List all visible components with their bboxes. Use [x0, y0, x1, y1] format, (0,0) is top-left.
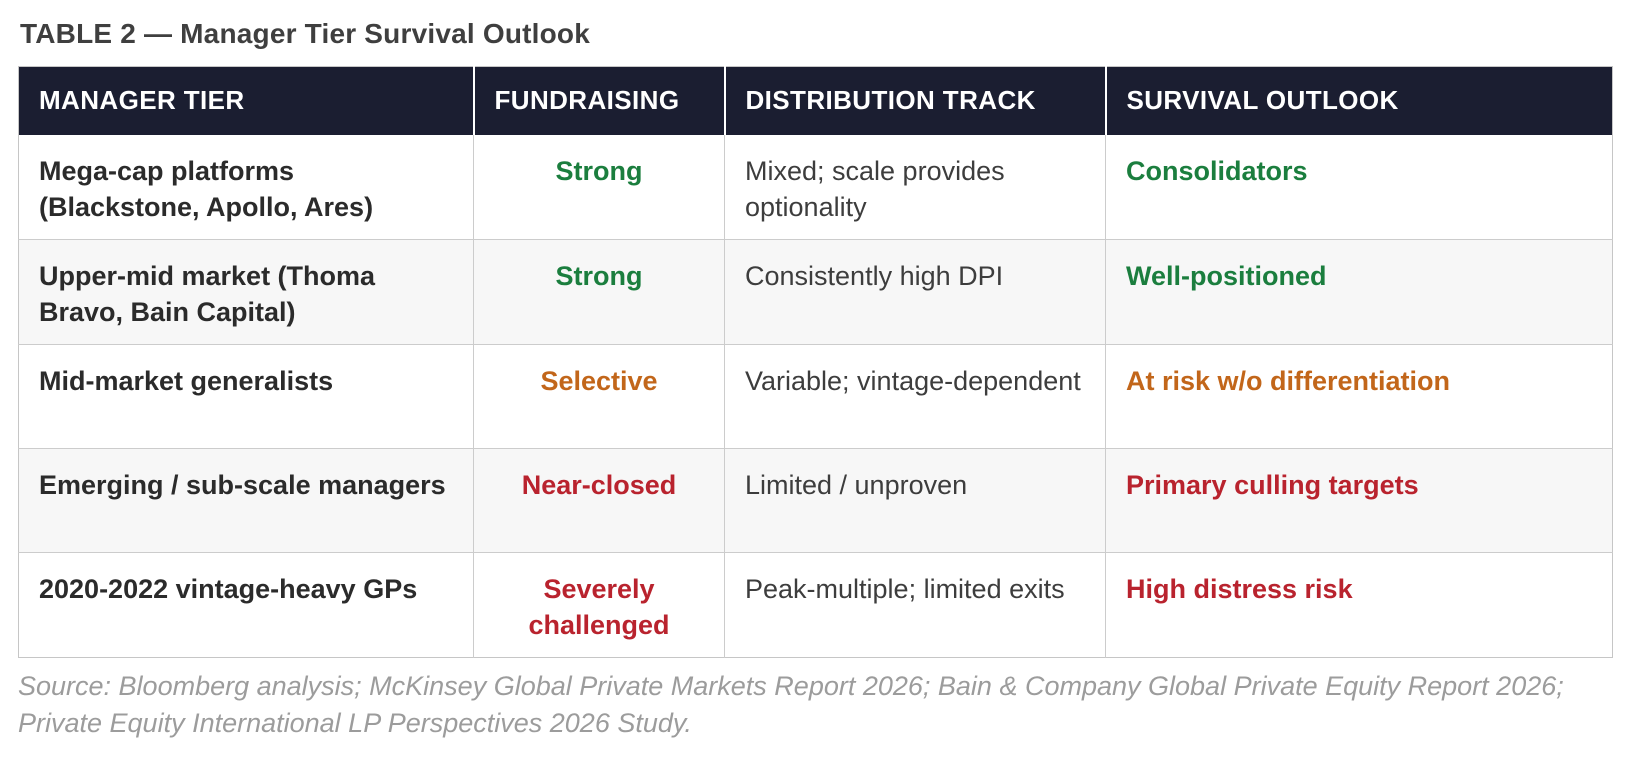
column-header-survival-outlook: SURVIVAL OUTLOOK [1104, 66, 1613, 135]
table-row: Upper-mid market (Thoma Bravo, Bain Capi… [18, 238, 1613, 344]
source-note: Source: Bloomberg analysis; McKinsey Glo… [18, 670, 1564, 738]
fundraising-cell: Severely challenged [473, 551, 725, 657]
tier-cell: 2020-2022 vintage-heavy GPs [18, 551, 474, 657]
fundraising-cell: Near-closed [473, 447, 725, 552]
outlook-cell: High distress risk [1105, 551, 1613, 657]
outlook-cell: Primary culling targets [1105, 447, 1613, 552]
tier-cell: Upper-mid market (Thoma Bravo, Bain Capi… [18, 238, 474, 344]
column-header-distribution-track: DISTRIBUTION TRACK [723, 66, 1106, 135]
outlook-cell: Well-positioned [1105, 238, 1613, 344]
fundraising-cell: Strong [473, 134, 725, 239]
distribution-cell: Mixed; scale provides optionality [724, 134, 1106, 239]
tier-cell: Mega-cap platforms (Blackstone, Apollo, … [39, 155, 374, 222]
table-row: Emerging / sub-scale managers Near-close… [18, 447, 1613, 552]
distribution-cell: Variable; vintage-dependent [724, 343, 1106, 448]
distribution-cell: Limited / unproven [724, 447, 1106, 552]
column-header-manager-tier: MANAGER TIER [18, 66, 474, 135]
column-header-fundraising: FUNDRAISING [472, 66, 725, 135]
manager-tier-table: MANAGER TIER FUNDRAISING DISTRIBUTION TR… [18, 66, 1613, 658]
tier-cell: Mid-market generalists [18, 343, 474, 448]
fundraising-cell: Strong [473, 238, 725, 344]
table-row: 2020-2022 vintage-heavy GPs Severely cha… [18, 551, 1613, 657]
table-row: Mid-market generalists Selective Variabl… [18, 343, 1613, 448]
outlook-cell: Consolidators [1105, 134, 1613, 239]
distribution-cell: Consistently high DPI [724, 238, 1106, 344]
header-row: MANAGER TIER FUNDRAISING DISTRIBUTION TR… [18, 66, 1613, 135]
distribution-cell: Peak-multiple; limited exits [724, 551, 1106, 657]
outlook-cell: At risk w/o differentiation [1105, 343, 1613, 448]
table-row: Mega-cap platforms (Blackstone, Apollo, … [18, 134, 1613, 239]
page-title: TABLE 2 — Manager Tier Survival Outlook [20, 18, 591, 49]
fundraising-cell: Selective [473, 343, 725, 448]
table-header: MANAGER TIER FUNDRAISING DISTRIBUTION TR… [18, 66, 1613, 135]
tier-cell: Emerging / sub-scale managers [18, 447, 474, 552]
table-body: Mega-cap platforms (Blackstone, Apollo, … [18, 134, 1613, 657]
